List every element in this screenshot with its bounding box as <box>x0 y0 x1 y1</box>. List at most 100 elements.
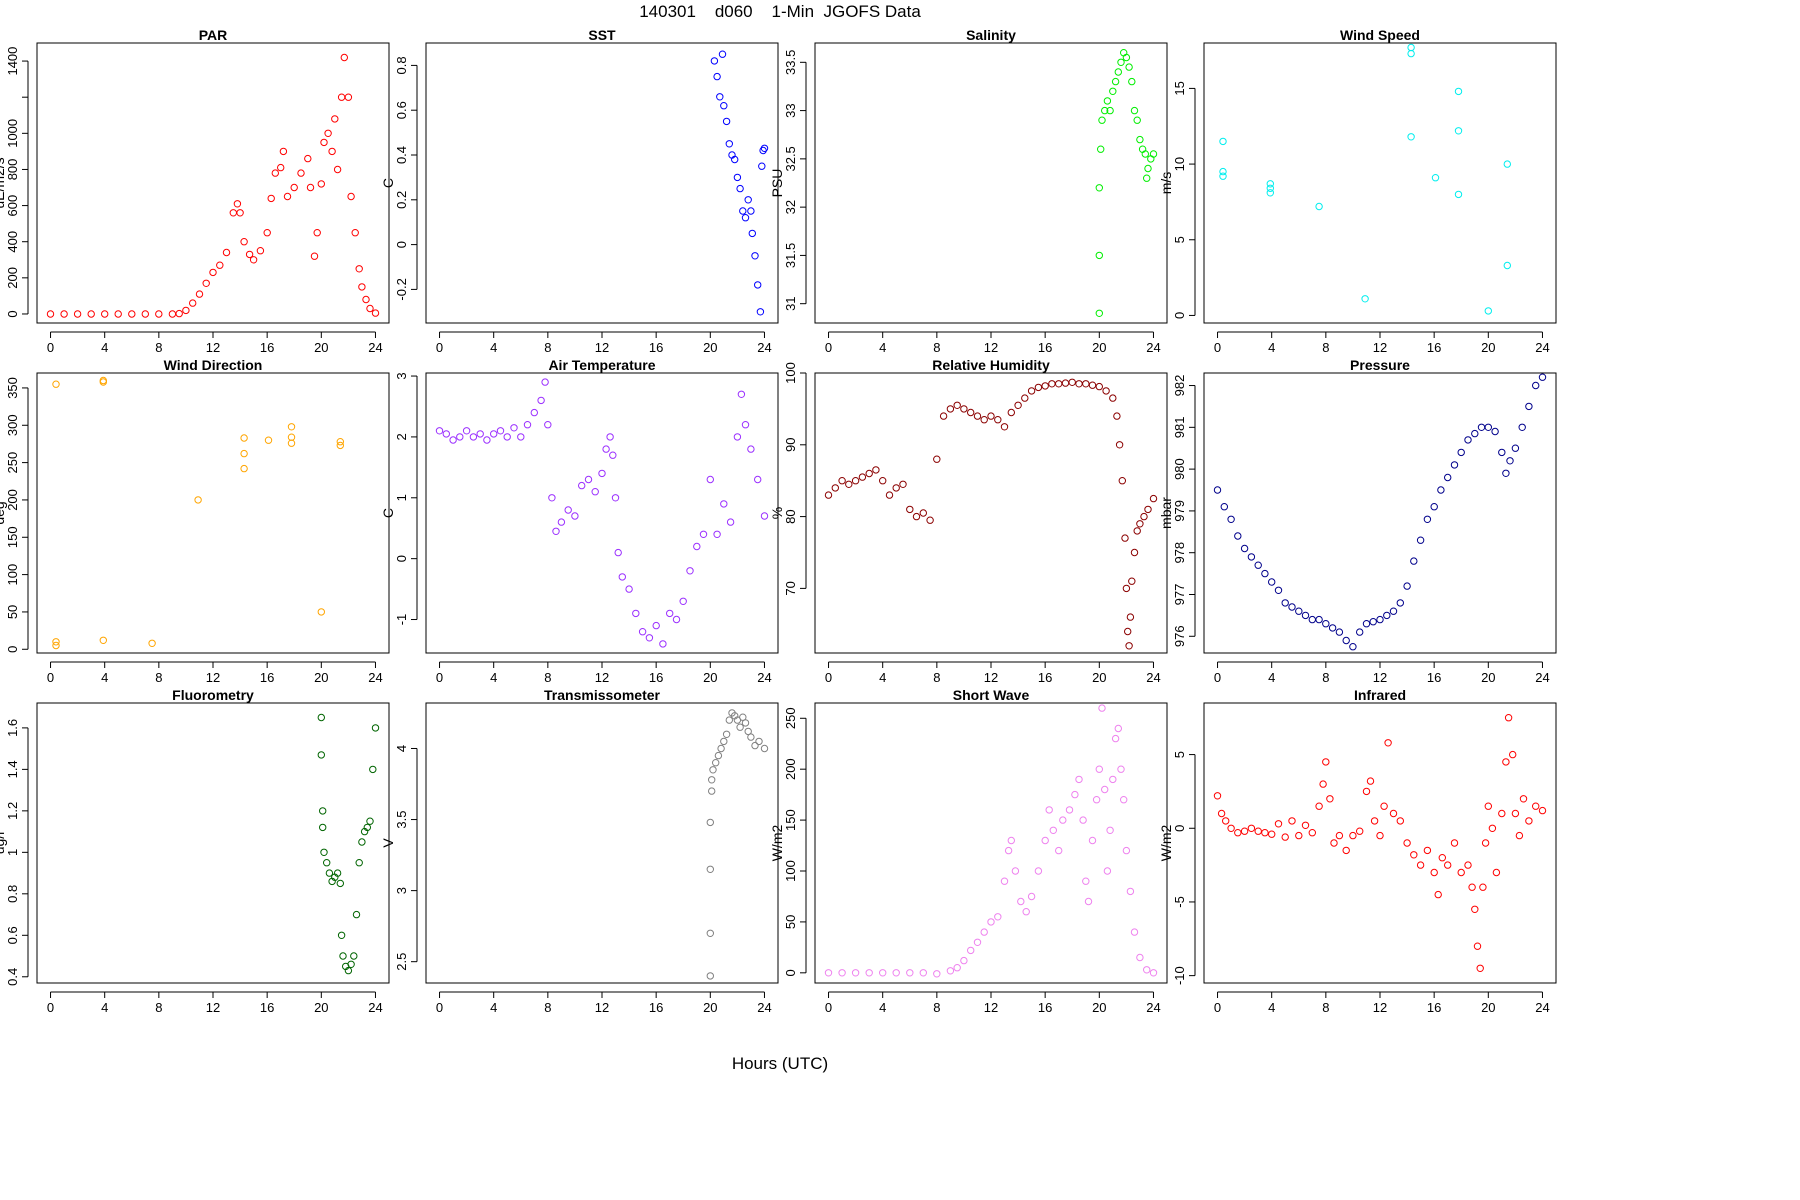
relative-humidity-data-point <box>1061 379 1070 387</box>
fluorometry-x-tick-label: 16 <box>260 1000 274 1015</box>
relative-humidity-data-point <box>1095 382 1104 391</box>
short-wave-data-point <box>933 970 941 978</box>
wind-speed-data-point <box>1407 49 1415 58</box>
sst-data-point <box>710 57 719 65</box>
fluorometry-y-tick-label: 1.6 <box>5 719 20 737</box>
air-temperature-data-point <box>435 427 444 435</box>
pressure-data-point <box>1322 620 1330 628</box>
pressure-panel: Pressure 0 4 8 12 16 20 24 976 977 978 979 980 981 982… <box>1158 357 1557 685</box>
relative-humidity-data-point <box>1133 527 1141 535</box>
infrared-data-point <box>1356 827 1364 835</box>
wind-direction-y-tick-label: 50 <box>5 605 20 619</box>
sst-data-point <box>758 162 766 170</box>
sst-data-point <box>731 155 739 164</box>
pressure-y-tick-label: 982 <box>1172 375 1187 397</box>
relative-humidity-y-axis-label: % <box>769 507 785 519</box>
x-axis-title: Hours (UTC) <box>731 1054 829 1073</box>
salinity-plot-frame <box>814 42 1168 324</box>
relative-humidity-x-tick-label: 20 <box>1092 670 1106 685</box>
infrared-data-point <box>1502 758 1510 766</box>
par-data-point <box>320 138 328 147</box>
relative-humidity-x-tick-label: 0 <box>825 670 832 685</box>
sst-data-point <box>744 196 752 204</box>
fluorometry-x-tick-label: 8 <box>155 1000 162 1015</box>
infrared-data-point <box>1254 827 1262 835</box>
pressure-data-point <box>1538 373 1547 381</box>
pressure-data-point <box>1506 457 1514 465</box>
par-y-tick-label: 1400 <box>5 47 20 76</box>
sst-y-tick-label: 0.6 <box>394 101 409 119</box>
fluorometry-data-point <box>337 931 346 939</box>
short-wave-panel: Short Wave 0 4 8 12 16 20 24 0 50 100 150 200 250 W/m2 <box>769 687 1168 1015</box>
air-temperature-data-point <box>541 378 549 386</box>
pressure-data-point <box>1220 503 1229 511</box>
wind-speed-title: Wind Speed <box>1340 27 1420 43</box>
relative-humidity-data-point <box>892 484 900 492</box>
wind-speed-y-tick-label: 5 <box>1172 236 1187 243</box>
relative-humidity-x-tick-label: 24 <box>1146 670 1160 685</box>
short-wave-data-point <box>1049 826 1058 834</box>
fluorometry-data-point <box>325 869 334 877</box>
par-x-tick-label: 20 <box>314 340 328 355</box>
pressure-data-point <box>1227 515 1235 523</box>
fluorometry-data-point <box>336 879 344 888</box>
infrared-data-point <box>1538 806 1547 815</box>
relative-humidity-y-tick-label: 100 <box>783 362 798 384</box>
pressure-y-axis-label: mbar <box>1158 497 1174 529</box>
infrared-data-point <box>1330 839 1338 847</box>
wind-direction-data-point <box>194 496 202 504</box>
pressure-data-point <box>1376 615 1384 624</box>
air-temperature-data-point <box>530 408 538 417</box>
par-x-tick-label: 0 <box>47 340 54 355</box>
par-data-point <box>236 209 244 217</box>
salinity-y-tick-label: 33.5 <box>783 50 798 75</box>
salinity-data-point <box>1103 97 1112 105</box>
sst-data-point <box>720 102 728 110</box>
short-wave-data-point <box>1106 826 1114 834</box>
transmissometer-plot-frame <box>425 702 779 984</box>
air-temperature-plot-frame <box>425 372 779 654</box>
infrared-data-point <box>1362 787 1371 796</box>
infrared-data-point <box>1476 964 1484 972</box>
wind-speed-data-point <box>1454 190 1463 199</box>
salinity-data-point <box>1111 77 1120 86</box>
salinity-data-point <box>1141 150 1150 158</box>
pressure-title: Pressure <box>1350 357 1410 373</box>
salinity-y-tick-label: 31 <box>783 296 798 310</box>
transmissometer-y-axis-label: V <box>380 838 396 848</box>
wind-direction-data-point <box>240 464 248 473</box>
transmissometer-data-point <box>706 972 714 980</box>
air-temperature-data-point <box>741 421 750 429</box>
par-data-point <box>355 265 363 273</box>
air-temperature-data-point <box>544 421 552 429</box>
par-data-point <box>358 283 366 291</box>
relative-humidity-data-point <box>831 484 839 492</box>
par-data-point <box>331 115 339 123</box>
sst-data-point <box>739 207 747 215</box>
transmissometer-x-tick-label: 24 <box>757 1000 771 1015</box>
short-wave-data-point <box>1098 704 1106 712</box>
salinity-data-point <box>1130 106 1139 115</box>
wind-speed-data-point <box>1407 43 1415 52</box>
short-wave-y-tick-label: 250 <box>783 707 798 729</box>
infrared-data-point <box>1366 777 1375 785</box>
air-temperature-data-point <box>537 396 545 405</box>
par-data-point <box>271 169 279 177</box>
salinity-data-point <box>1106 106 1114 115</box>
air-temperature-data-point <box>726 518 735 526</box>
pressure-y-tick-label: 981 <box>1172 416 1187 438</box>
relative-humidity-data-point <box>939 412 948 420</box>
relative-humidity-data-point <box>1118 477 1127 485</box>
wind-speed-data-point <box>1315 202 1323 211</box>
short-wave-data-point <box>1088 836 1097 845</box>
par-x-tick-label: 12 <box>206 340 220 355</box>
wind-direction-y-tick-label: 200 <box>5 489 20 511</box>
wind-direction-y-tick-label: 150 <box>5 526 20 548</box>
fluorometry-title: Fluorometry <box>172 687 254 703</box>
par-data-point <box>351 229 359 237</box>
sst-data-point <box>747 207 755 215</box>
wind-speed-plot-frame <box>1203 42 1557 324</box>
transmissometer-data-point <box>708 776 716 784</box>
short-wave-data-point <box>906 969 914 977</box>
fluorometry-y-tick-label: 0.4 <box>5 968 20 986</box>
